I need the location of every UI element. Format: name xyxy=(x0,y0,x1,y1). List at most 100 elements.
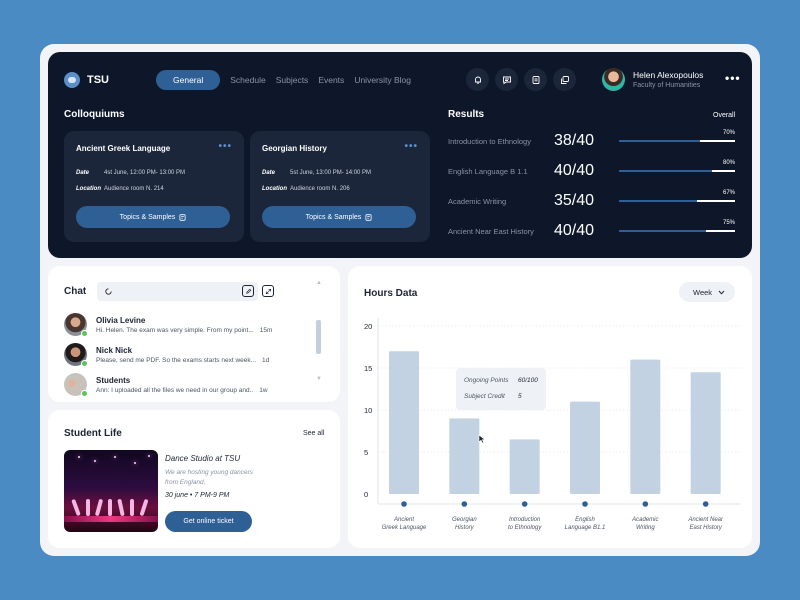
tooltip-label: Ongoing Points xyxy=(464,377,509,384)
avatar xyxy=(64,313,88,337)
result-row[interactable]: Introduction to Ethnology 38/40 70% xyxy=(448,130,743,156)
result-row[interactable]: Ancient Near East History 40/40 75% xyxy=(448,220,743,246)
colloquium-date: Date 4st June, 12:00 PM- 13:00 PM xyxy=(76,170,185,176)
notes-icon[interactable] xyxy=(524,68,547,91)
topics-samples-button[interactable]: Topics & Samples xyxy=(262,206,416,228)
loading-icon xyxy=(105,288,112,295)
location-label: Location xyxy=(262,186,287,192)
nav-university-blog[interactable]: University Blog xyxy=(354,75,411,85)
result-percent: 80% xyxy=(722,160,735,166)
cursor-icon xyxy=(478,434,486,444)
more-options-icon[interactable]: ••• xyxy=(218,141,232,152)
colloquium-card: Ancient Greek Language ••• Date 4st June… xyxy=(64,131,244,242)
scroll-up-icon[interactable]: ▲ xyxy=(316,280,322,286)
online-indicator xyxy=(81,330,88,337)
chat-card: Chat ▲ ▼ Olivia Levine Hi. Helen. The ex… xyxy=(48,266,340,402)
bar xyxy=(690,372,721,494)
profile-faculty: Faculty of Humanities xyxy=(633,82,701,89)
chat-time: 1d xyxy=(262,357,270,364)
chat-name: Olivia Levine xyxy=(96,316,146,325)
nav-general[interactable]: General xyxy=(156,70,221,90)
chevron-down-icon xyxy=(718,290,725,295)
y-tick-label: 0 xyxy=(364,490,368,499)
bar-dot xyxy=(702,501,709,507)
bar xyxy=(449,418,480,494)
chat-search-input[interactable] xyxy=(97,282,258,301)
x-tick-label: Ancient Near xyxy=(687,517,724,523)
chat-message-preview: Ann: I uploaded all the files we need in… xyxy=(96,387,268,394)
result-score: 40/40 xyxy=(554,222,595,239)
header-panel: TSU General Schedule Subjects Events Uni… xyxy=(48,52,752,258)
scrollbar-thumb[interactable] xyxy=(316,320,321,354)
get-ticket-button[interactable]: Get online ticket xyxy=(165,511,252,532)
result-subject: Academic Writing xyxy=(448,197,507,206)
date-value: 5st June, 13:00 PM- 14:00 PM xyxy=(290,170,372,176)
expand-icon[interactable] xyxy=(262,285,274,297)
chat-message-preview: Hi. Helen. The exam was very simple. Fro… xyxy=(96,327,273,334)
colloquium-card: Georgian History ••• Date 5st June, 13:0… xyxy=(250,131,430,242)
more-menu-icon[interactable]: ••• xyxy=(725,71,741,85)
document-icon xyxy=(179,213,186,221)
results-filter[interactable]: Overall xyxy=(713,112,736,119)
logo[interactable]: TSU xyxy=(64,72,109,88)
see-all-link[interactable]: See all xyxy=(303,430,325,437)
user-profile[interactable]: Helen Alexopoulos Faculty of Humanities xyxy=(602,68,703,91)
result-row[interactable]: Academic Writing 35/40 67% xyxy=(448,190,743,216)
y-tick-label: 5 xyxy=(364,448,368,457)
progress-bar xyxy=(619,170,735,172)
event-image[interactable] xyxy=(64,450,158,532)
progress-bar xyxy=(619,140,735,142)
bar-dot xyxy=(642,501,649,507)
colloquiums-title: Colloquiums xyxy=(64,109,125,120)
progress-fill xyxy=(700,140,735,142)
nav-events[interactable]: Events xyxy=(318,75,345,85)
progress-fill xyxy=(706,230,735,232)
result-percent: 75% xyxy=(722,220,735,226)
x-tick-label: Writing xyxy=(636,525,655,531)
colloquium-date: Date 5st June, 13:00 PM- 14:00 PM xyxy=(262,170,371,176)
result-subject: Introduction to Ethnology xyxy=(448,137,531,146)
messages-icon[interactable] xyxy=(553,68,576,91)
date-label: Date xyxy=(262,170,276,176)
document-icon xyxy=(365,213,372,221)
edit-icon[interactable] xyxy=(242,285,254,297)
date-label: Date xyxy=(76,170,90,176)
chat-list-item[interactable]: Nick Nick Please, send me PDF. So the ex… xyxy=(64,343,284,369)
chat-list-item[interactable]: Students Ann: I uploaded all the files w… xyxy=(64,373,284,399)
topics-samples-button[interactable]: Topics & Samples xyxy=(76,206,230,228)
chat-list-item[interactable]: Olivia Levine Hi. Helen. The exam was ve… xyxy=(64,313,284,339)
student-life-card: Student Life See all Dance Studio at TSU… xyxy=(48,410,340,548)
y-tick-label: 20 xyxy=(364,322,372,331)
x-tick-label: Georgian xyxy=(452,517,477,523)
result-percent: 70% xyxy=(722,130,735,136)
bar xyxy=(509,439,540,494)
x-tick-label: Academic xyxy=(631,517,658,523)
x-tick-label: Greek Language xyxy=(382,525,427,531)
progress-fill xyxy=(711,170,735,172)
button-label: Topics & Samples xyxy=(119,213,176,221)
location-label: Location xyxy=(76,186,101,192)
tooltip-value: 60/100 xyxy=(518,377,538,384)
x-tick-label: to Ethnology xyxy=(508,525,542,531)
bar xyxy=(630,359,661,494)
period-select[interactable]: Week xyxy=(679,282,735,302)
tooltip-label: Subject Credit xyxy=(464,393,505,400)
scroll-down-icon[interactable]: ▼ xyxy=(316,376,322,382)
more-options-icon[interactable]: ••• xyxy=(404,141,418,152)
app-name: TSU xyxy=(87,74,109,86)
bell-icon[interactable] xyxy=(466,68,489,91)
chat-bubble-icon[interactable] xyxy=(495,68,518,91)
online-indicator xyxy=(81,360,88,367)
nav-subjects[interactable]: Subjects xyxy=(275,75,309,85)
chart-tooltip: Ongoing Points 60/100 Subject Credit 5 xyxy=(456,368,546,410)
y-tick-label: 15 xyxy=(364,364,372,373)
nav-schedule[interactable]: Schedule xyxy=(230,75,266,85)
colloquium-location: Location Audience room N. 214 xyxy=(76,186,164,192)
chat-time: 15m xyxy=(259,327,273,334)
result-row[interactable]: English Language B 1.1 40/40 80% xyxy=(448,160,743,186)
chat-time: 1w xyxy=(259,387,268,394)
result-score: 40/40 xyxy=(554,162,595,179)
bar-dot xyxy=(521,501,528,507)
button-label: Topics & Samples xyxy=(305,213,362,221)
tooltip-value: 5 xyxy=(518,393,522,400)
